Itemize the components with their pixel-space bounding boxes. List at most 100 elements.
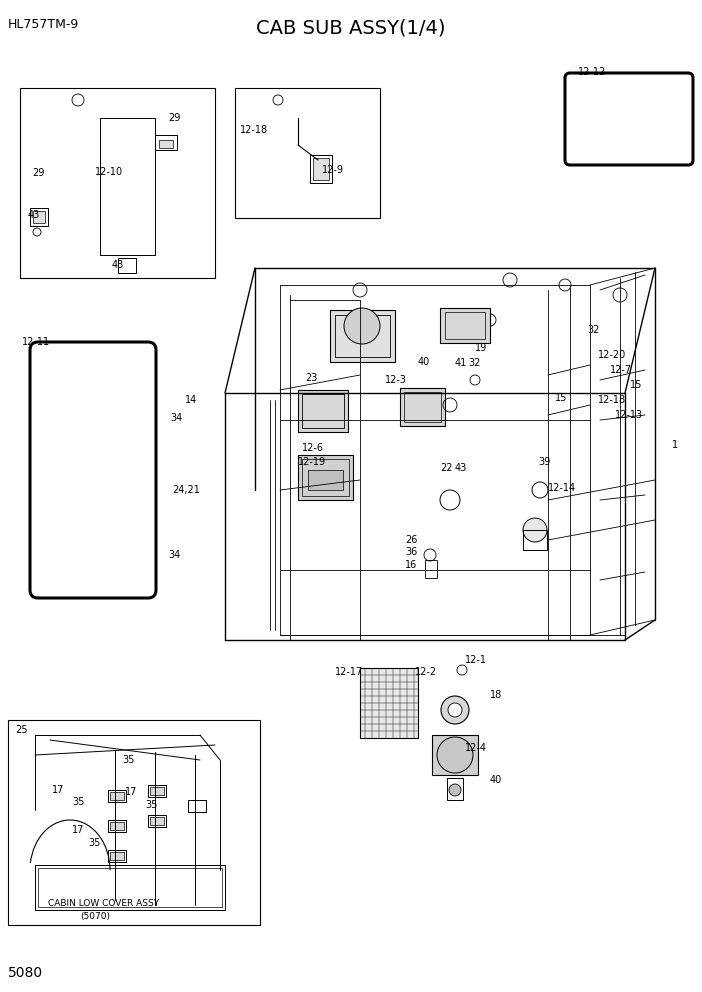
- Bar: [159, 140, 173, 148]
- Bar: [108, 850, 126, 862]
- Text: 12-9: 12-9: [322, 165, 344, 175]
- Bar: [523, 530, 547, 550]
- Circle shape: [523, 518, 547, 542]
- Text: 12-12: 12-12: [578, 67, 607, 77]
- Bar: [33, 211, 45, 223]
- Bar: [110, 822, 124, 830]
- Text: 26: 26: [405, 535, 418, 545]
- Text: 29: 29: [168, 113, 180, 123]
- Text: 17: 17: [72, 825, 84, 835]
- Bar: [150, 787, 164, 795]
- Text: 1: 1: [672, 440, 678, 450]
- Bar: [110, 852, 124, 860]
- Text: 12-14: 12-14: [548, 483, 576, 493]
- Bar: [110, 792, 124, 800]
- Text: 15: 15: [555, 393, 567, 403]
- Bar: [404, 392, 441, 422]
- Bar: [308, 470, 343, 490]
- Bar: [400, 388, 445, 426]
- Bar: [298, 390, 348, 432]
- Bar: [302, 459, 349, 496]
- Text: 35: 35: [88, 838, 100, 848]
- Text: 34: 34: [168, 550, 180, 560]
- Bar: [8, 720, 260, 925]
- Text: 22: 22: [440, 463, 453, 473]
- Text: CAB SUB ASSY(1/4): CAB SUB ASSY(1/4): [256, 18, 446, 37]
- Bar: [432, 735, 478, 775]
- Text: 12-11: 12-11: [22, 337, 50, 347]
- Text: 12-20: 12-20: [598, 350, 626, 360]
- Bar: [38, 868, 222, 907]
- Text: 12-3: 12-3: [385, 375, 407, 385]
- Text: 17: 17: [52, 785, 65, 795]
- Text: 29: 29: [32, 168, 44, 178]
- Circle shape: [448, 703, 462, 717]
- Text: 41: 41: [455, 358, 468, 368]
- Text: 12-1: 12-1: [465, 655, 487, 665]
- Text: 40: 40: [418, 357, 430, 367]
- Bar: [425, 560, 437, 578]
- Bar: [188, 800, 206, 812]
- Circle shape: [437, 737, 473, 773]
- Circle shape: [449, 784, 461, 796]
- Bar: [302, 394, 344, 428]
- Text: 15: 15: [630, 380, 642, 390]
- Bar: [298, 455, 353, 500]
- Bar: [108, 790, 126, 802]
- Text: (5070): (5070): [80, 912, 110, 921]
- Bar: [148, 785, 166, 797]
- Circle shape: [441, 696, 469, 724]
- Text: CABIN LOW COVER ASSY: CABIN LOW COVER ASSY: [48, 899, 159, 908]
- Text: 23: 23: [305, 373, 317, 383]
- Circle shape: [344, 308, 380, 344]
- Bar: [440, 308, 490, 343]
- Text: 32: 32: [468, 358, 480, 368]
- Text: 43: 43: [28, 210, 40, 220]
- Bar: [310, 155, 332, 183]
- Bar: [360, 668, 418, 738]
- Text: HL757TM-9: HL757TM-9: [8, 18, 79, 31]
- Bar: [148, 815, 166, 827]
- Text: 12-2: 12-2: [415, 667, 437, 677]
- Text: 12-19: 12-19: [298, 457, 326, 467]
- Text: 32: 32: [587, 325, 600, 335]
- Text: 5080: 5080: [8, 966, 43, 980]
- Text: 14: 14: [185, 395, 197, 405]
- Text: 12-13: 12-13: [615, 410, 643, 420]
- Bar: [30, 208, 48, 226]
- Bar: [108, 820, 126, 832]
- Bar: [447, 778, 463, 800]
- Text: 17: 17: [125, 787, 138, 797]
- Bar: [118, 258, 136, 273]
- Text: 25: 25: [15, 725, 27, 735]
- Text: 24,21: 24,21: [172, 485, 200, 495]
- Text: 34: 34: [170, 413, 183, 423]
- Bar: [150, 817, 164, 825]
- Bar: [235, 88, 380, 218]
- Text: 43: 43: [112, 260, 124, 270]
- Bar: [445, 312, 485, 339]
- Text: 35: 35: [72, 797, 84, 807]
- Bar: [335, 315, 390, 357]
- Text: 43: 43: [455, 463, 468, 473]
- Text: 35: 35: [145, 800, 157, 810]
- Text: 12-18: 12-18: [598, 395, 626, 405]
- Text: 12-17: 12-17: [335, 667, 363, 677]
- Text: 12-7: 12-7: [610, 365, 632, 375]
- Text: 12-18: 12-18: [240, 125, 268, 135]
- Text: 35: 35: [122, 755, 134, 765]
- Text: 18: 18: [490, 690, 502, 700]
- Text: 36: 36: [405, 547, 417, 557]
- Bar: [330, 310, 395, 362]
- Text: 12-4: 12-4: [465, 743, 487, 753]
- Text: 16: 16: [405, 560, 417, 570]
- Bar: [35, 865, 225, 910]
- Text: 19: 19: [475, 343, 487, 353]
- Bar: [155, 135, 177, 150]
- Text: 40: 40: [490, 775, 502, 785]
- Text: 39: 39: [538, 457, 550, 467]
- Bar: [20, 88, 215, 278]
- Text: 12-10: 12-10: [95, 167, 123, 177]
- Text: 12-6: 12-6: [302, 443, 324, 453]
- Bar: [313, 158, 329, 180]
